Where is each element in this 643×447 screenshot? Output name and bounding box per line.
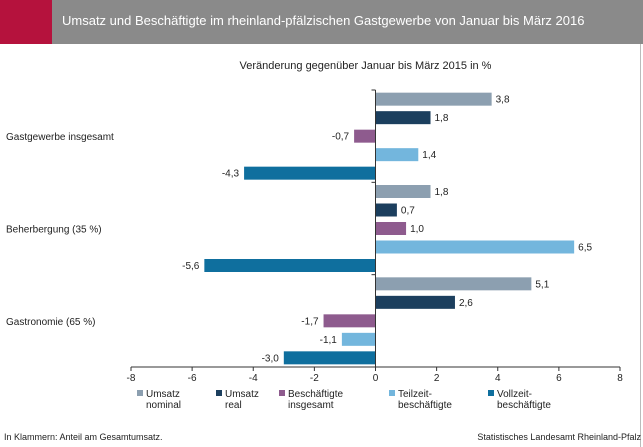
data-label: 1,4	[422, 150, 436, 161]
legend-swatch	[389, 390, 395, 396]
legend-label: Teilzeit-	[398, 389, 432, 400]
data-label: -5,6	[182, 261, 200, 272]
bar	[375, 240, 575, 254]
x-tick-label: -6	[188, 373, 197, 384]
header-accent	[0, 0, 52, 44]
data-label: -1,1	[320, 335, 338, 346]
x-tick-label: 8	[617, 373, 623, 384]
legend-label: Umsatz	[225, 389, 259, 400]
chart-subtitle: Veränderung gegenüber Januar bis März 20…	[240, 60, 492, 72]
bar	[354, 129, 376, 143]
legend-label: beschäftigte	[398, 400, 452, 411]
data-label: -4,3	[222, 169, 240, 180]
data-label: 1,8	[435, 187, 449, 198]
bar	[341, 332, 376, 346]
data-label: -3,0	[262, 353, 280, 364]
data-label: 1,0	[410, 224, 424, 235]
data-label: 2,6	[459, 298, 473, 309]
x-tick-label: -8	[127, 373, 136, 384]
legend-swatch	[137, 390, 143, 396]
chart-area: Veränderung gegenüber Januar bis März 20…	[0, 44, 643, 447]
bar	[375, 222, 407, 235]
source-note: Statistisches Landesamt Rheinland-Pfalz	[477, 432, 641, 442]
legend-label: Beschäftigte	[288, 389, 343, 400]
x-tick-label: 2	[434, 373, 440, 384]
header-bar: Umsatz und Beschäftigte im rheinland-pfä…	[0, 0, 643, 44]
bar-chart: Veränderung gegenüber Januar bis März 20…	[6, 60, 623, 411]
footnote: In Klammern: Anteil am Gesamtumsatz.	[4, 432, 163, 442]
bar	[375, 295, 455, 309]
x-tick-label: 0	[373, 373, 379, 384]
bar	[375, 148, 419, 162]
bar	[375, 185, 431, 198]
data-label: 1,8	[435, 113, 449, 124]
data-label: -0,7	[332, 132, 350, 143]
category-label: Gastronomie (65 %)	[6, 317, 95, 328]
bar	[323, 314, 376, 328]
frame-border	[640, 44, 641, 447]
bar	[204, 259, 376, 272]
legend-label: Vollzeit-	[497, 389, 532, 400]
legend-swatch	[488, 390, 494, 396]
bar	[283, 351, 376, 365]
bar	[375, 277, 532, 291]
legend-swatch	[216, 390, 222, 396]
data-label: 0,7	[401, 206, 415, 217]
legend-label: Umsatz	[146, 389, 180, 400]
legend-label: nominal	[146, 400, 181, 411]
category-label: Gastgewerbe insgesamt	[6, 132, 114, 143]
chart-title: Umsatz und Beschäftigte im rheinland-pfä…	[62, 13, 585, 28]
legend-label: real	[225, 400, 242, 411]
x-tick-label: 4	[495, 373, 501, 384]
legend-label: beschäftigte	[497, 400, 551, 411]
legend-label: insgesamt	[288, 400, 334, 411]
legend-swatch	[279, 390, 285, 396]
data-label: 5,1	[535, 279, 549, 290]
data-label: -1,7	[301, 316, 319, 327]
x-tick-label: -2	[310, 373, 319, 384]
x-tick-label: 6	[556, 373, 562, 384]
data-label: 6,5	[578, 243, 592, 254]
bar	[375, 203, 397, 217]
bar	[375, 92, 492, 106]
category-label: Beherbergung (35 %)	[6, 225, 102, 236]
bar	[375, 111, 431, 125]
bar	[244, 166, 376, 180]
x-tick-label: -4	[249, 373, 258, 384]
data-label: 3,8	[496, 95, 510, 106]
